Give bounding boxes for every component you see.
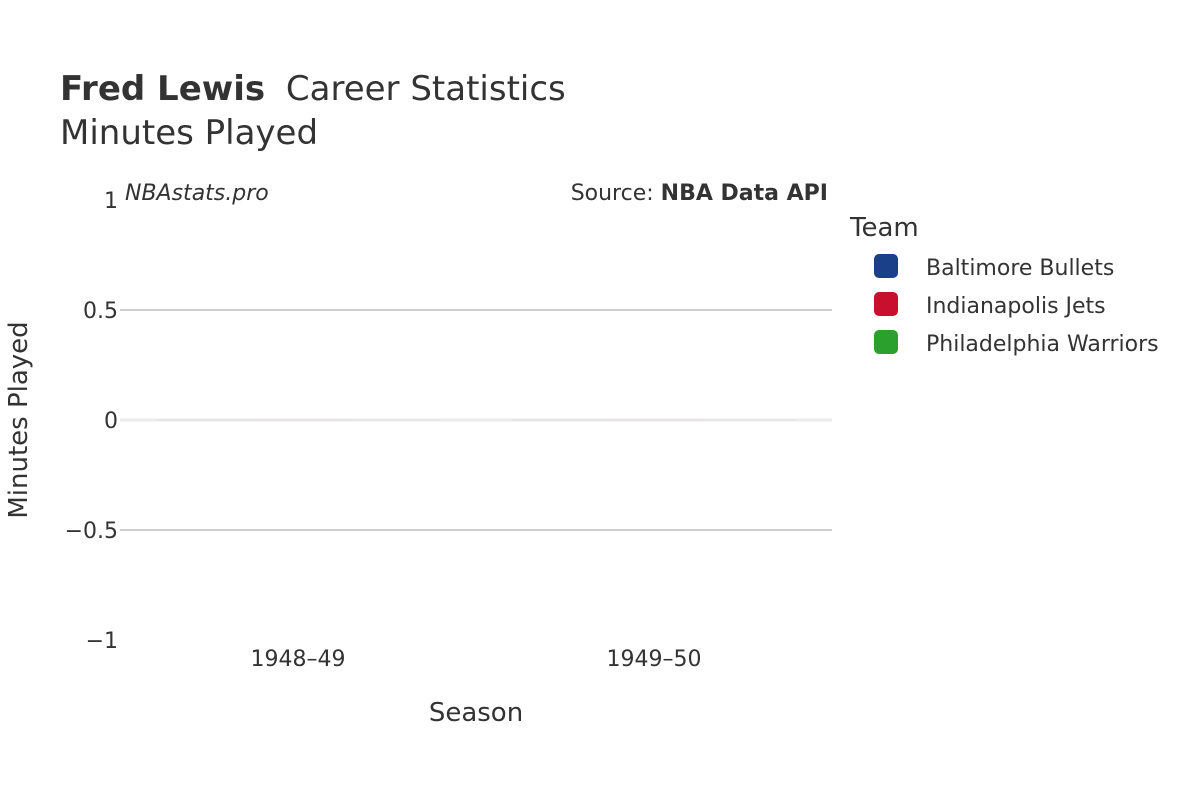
x-axis-title: Season [429, 698, 523, 728]
y-tick-labels: 1 0.5 0 −0.5 −1 [65, 189, 118, 654]
chart-title-player: Fred Lewis [60, 69, 265, 109]
legend-item[interactable]: Baltimore Bullets [874, 254, 1114, 281]
y-tick-label: −0.5 [65, 519, 118, 544]
bar[interactable] [606, 419, 702, 421]
legend-label: Philadelphia Warriors [926, 332, 1159, 357]
source-prefix: Source: [571, 181, 661, 206]
source-name: NBA Data API [661, 181, 828, 206]
legend[interactable]: Baltimore Bullets Indianapolis Jets Philad… [874, 254, 1159, 357]
x-tick-labels: 1948–49 1949–50 [251, 647, 702, 672]
bar[interactable] [250, 419, 346, 421]
legend-title: Team [849, 213, 919, 243]
legend-label: Baltimore Bullets [926, 256, 1114, 281]
source-label: Source: NBA Data API [571, 181, 828, 206]
y-tick-label: 0 [104, 409, 118, 434]
x-tick-label: 1949–50 [607, 647, 702, 672]
legend-swatch [874, 292, 898, 316]
y-gridlines [120, 309, 832, 531]
bar[interactable] [155, 419, 251, 421]
bar[interactable] [701, 419, 797, 421]
bar[interactable] [511, 419, 607, 421]
y-tick-label: −1 [86, 629, 118, 654]
legend-item[interactable]: Philadelphia Warriors [874, 330, 1159, 357]
legend-swatch [874, 254, 898, 278]
chart-title-rest: Career Statistics [286, 69, 566, 109]
y-axis-title: Minutes Played [4, 321, 34, 518]
x-tick-label: 1948–49 [251, 647, 346, 672]
bars-group [155, 419, 797, 421]
chart-title: Fred Lewis Career Statistics [60, 69, 566, 109]
legend-swatch [874, 330, 898, 354]
bar[interactable] [345, 419, 441, 421]
legend-item[interactable]: Indianapolis Jets [874, 292, 1106, 319]
legend-label: Indianapolis Jets [926, 294, 1106, 319]
watermark: NBAstats.pro [125, 181, 269, 206]
y-tick-label: 0.5 [83, 299, 118, 324]
y-tick-label: 1 [104, 189, 118, 214]
chart-subtitle: Minutes Played [60, 113, 318, 153]
